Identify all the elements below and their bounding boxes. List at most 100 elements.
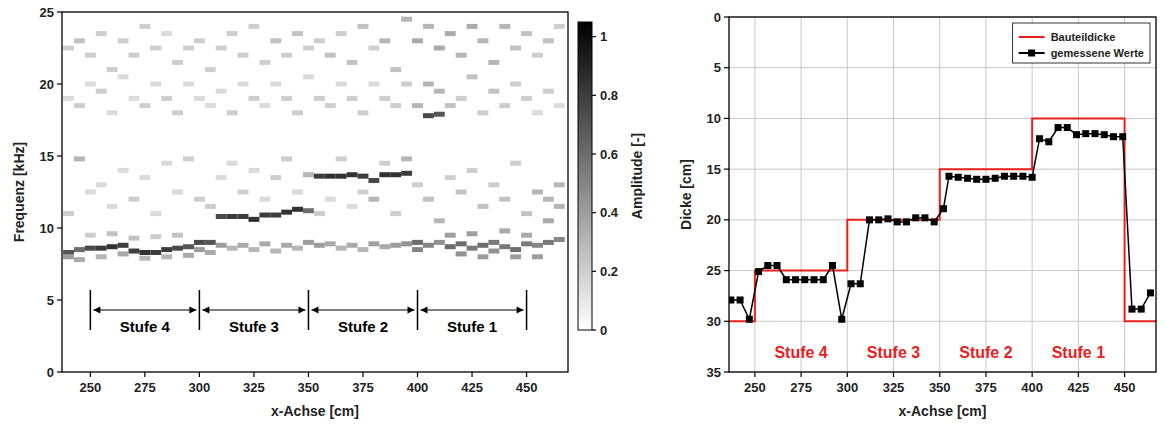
heatmap-cell [161,161,172,166]
heatmap-cell [74,38,85,43]
step-arrow [421,309,524,310]
arrow-head [189,307,196,314]
heatmap-cell [183,46,194,51]
heatmap-cell [238,243,249,248]
step-arrow [202,309,305,310]
x-tick [985,372,986,377]
marker [801,276,808,283]
heatmap-cell [303,172,314,177]
grid-line [985,17,986,372]
heatmap-cell [314,243,325,248]
heatmap-cell [445,175,456,180]
colorbar-tick-label: 0.2 [600,264,618,279]
heatmap-cell [445,103,456,108]
x-tick [939,372,940,377]
heatmap-cell [336,82,347,87]
heatmap-cell [270,175,281,180]
legend-box [1013,23,1150,63]
heatmap-cell [412,103,423,108]
heatmap-cell [172,60,183,65]
heatmap-cell [412,240,423,245]
marker [729,296,734,303]
heatmap-cell [85,246,96,251]
heatmap-cell [183,156,194,161]
legend-label: gemessene Werte [1051,47,1144,59]
heatmap-cell [194,247,205,252]
y-axis-title: Dicke [cm] [678,159,694,230]
marker [755,268,762,275]
marker [964,175,971,182]
heatmap-cell [423,82,434,87]
heatmap-cell [314,211,325,216]
y-tick-label: 15 [40,149,54,164]
heatmap-cell [510,82,521,87]
y-tick [724,169,729,170]
heatmap-cell [401,171,412,176]
heatmap-cell [85,53,96,58]
heatmap-cell [238,82,249,87]
x-tick [90,372,91,377]
marker [1110,133,1117,140]
step-label: Stufe 4 [120,318,171,335]
heatmap-cell [358,190,369,195]
heatmap-cell [379,172,390,177]
heatmap-cell [281,210,292,215]
heatmap-cell [96,254,107,259]
heatmap-cell [216,214,227,219]
heatmap-cell [129,236,140,241]
heatmap-cell [63,254,74,259]
heatmap-cell [129,249,140,254]
x-tick-label: 325 [243,380,265,395]
x-tick [526,372,527,377]
heatmap-cell [445,233,456,238]
y-tick-label: 15 [707,162,721,177]
heatmap-cell [347,60,358,65]
heatmap-cell [248,247,259,252]
heatmap-cell [150,46,161,51]
heatmap-cell [521,31,532,36]
arrow-head [408,307,415,314]
heatmap-cell [390,67,401,72]
plot-area [729,118,1156,322]
heatmap-cell [434,112,445,117]
step-bound [90,290,92,330]
heatmap-cell [292,246,303,251]
y-tick [724,270,729,271]
heatmap-cell [499,244,510,249]
colorbar-tick [592,95,596,96]
heatmap-cell [292,207,303,212]
marker [894,218,901,225]
figure: 2502753003253503754004254500510152025x-A… [0,0,1166,432]
heatmap-cell [292,190,303,195]
heatmap-cell [467,231,478,236]
heatmap-cell [347,243,358,248]
heatmap-cell [118,168,129,173]
heatmap-cell [238,190,249,195]
colorbar-tick [592,271,596,272]
heatmap-cell [434,218,445,223]
x-tick-label: 300 [836,380,858,395]
heatmap-cell [379,38,390,43]
y-tick-label: 5 [47,293,54,308]
heatmap-cell [270,249,281,254]
marker [1029,174,1036,181]
heatmap-cell [488,60,499,65]
heatmap-cell [161,247,172,252]
heatmap-cell [412,38,423,43]
heatmap-cell [281,156,292,161]
heatmap-cell [281,96,292,101]
heatmap-cell [521,96,532,101]
heatmap-cell [216,243,227,248]
colorbar-tick-label: 0 [600,323,607,338]
heatmap-cell [259,241,270,246]
heatmap-cell [532,110,543,115]
y-tick-label: 25 [707,263,721,278]
heatmap-cell [554,204,565,209]
heatmap-cell [205,67,216,72]
heatmap-cell [63,211,74,216]
heatmap-cell [63,250,74,255]
heatmap-cell [423,24,434,29]
heatmap-cell [74,156,85,161]
heatmap-cell [456,190,467,195]
marker [857,280,864,287]
